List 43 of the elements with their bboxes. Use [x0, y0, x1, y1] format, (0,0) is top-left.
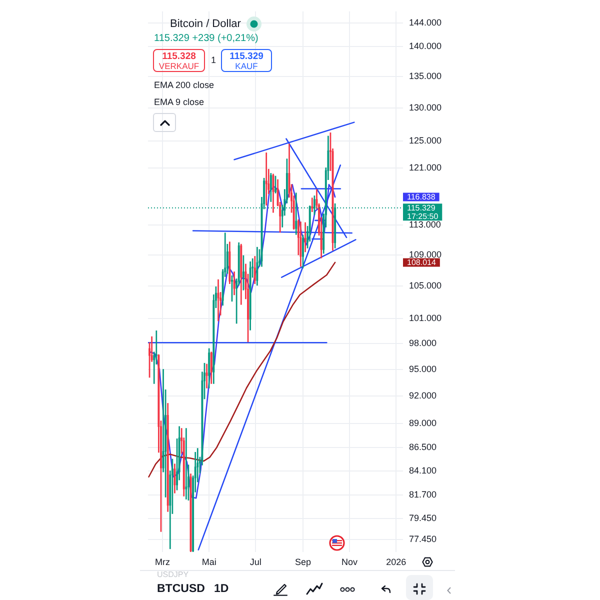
ref-line-label: 115.329: [407, 204, 436, 213]
annotation: 115.328: [161, 50, 197, 62]
text: 17:25:50: [407, 212, 439, 222]
y-tick-label: 109.000: [409, 249, 442, 260]
annotation: EMA 200 close: [154, 80, 214, 90]
x-tick-label: Mrz: [155, 556, 170, 567]
text: 116.838: [407, 192, 436, 202]
text: USDJPY: [157, 570, 189, 579]
y-tick-label: 144.000: [409, 17, 442, 28]
x-tick-label: Jul: [250, 556, 262, 567]
y-tick-label: 135.000: [409, 71, 442, 82]
annotation: 115.329: [228, 50, 264, 62]
text: 1D: [214, 582, 229, 595]
y-tick-label: 81.700: [409, 490, 437, 500]
y-tick-label: 101.000: [409, 312, 442, 323]
y-tick-label: 98.000: [409, 338, 437, 348]
x-tick-label: Sep: [294, 556, 311, 567]
annotation: KAUF: [234, 61, 259, 71]
annotation: VERKAUF: [158, 61, 200, 71]
y-tick-label: 77.450: [409, 534, 437, 544]
y-tick-label: 105.000: [409, 280, 442, 290]
annotation: 1: [211, 55, 216, 65]
text: BTCUSD: [157, 582, 205, 595]
y-tick-label: 113.000: [409, 219, 441, 230]
text: 108.014: [407, 258, 436, 268]
y-tick-label: 79.450: [409, 512, 437, 523]
text: 115.329 +239 (+0,21%): [154, 33, 258, 44]
y-tick-label: 140.000: [409, 40, 442, 51]
y-tick-label: 84.100: [409, 465, 437, 476]
y-tick-label: 121.000: [409, 162, 442, 172]
x-tick-label: Nov: [342, 556, 358, 567]
y-tick-label: 125.000: [409, 135, 442, 146]
y-tick-label: 89.000: [409, 418, 437, 428]
y-tick-label: 130.000: [409, 102, 442, 113]
sell-button: 115.328 VERKAUF: [153, 49, 205, 72]
text: Bitcoin / Dollar: [170, 18, 241, 30]
y-tick-label: 95.000: [409, 364, 437, 374]
annotation: EMA 9 close: [154, 96, 204, 106]
y-tick-label: 92.000: [409, 390, 437, 401]
x-tick-label: 2026: [386, 556, 406, 567]
buy-button: 115.329 KAUF: [221, 49, 272, 72]
x-tick-label: Mai: [202, 556, 216, 567]
y-tick-label: 86.500: [409, 442, 437, 452]
